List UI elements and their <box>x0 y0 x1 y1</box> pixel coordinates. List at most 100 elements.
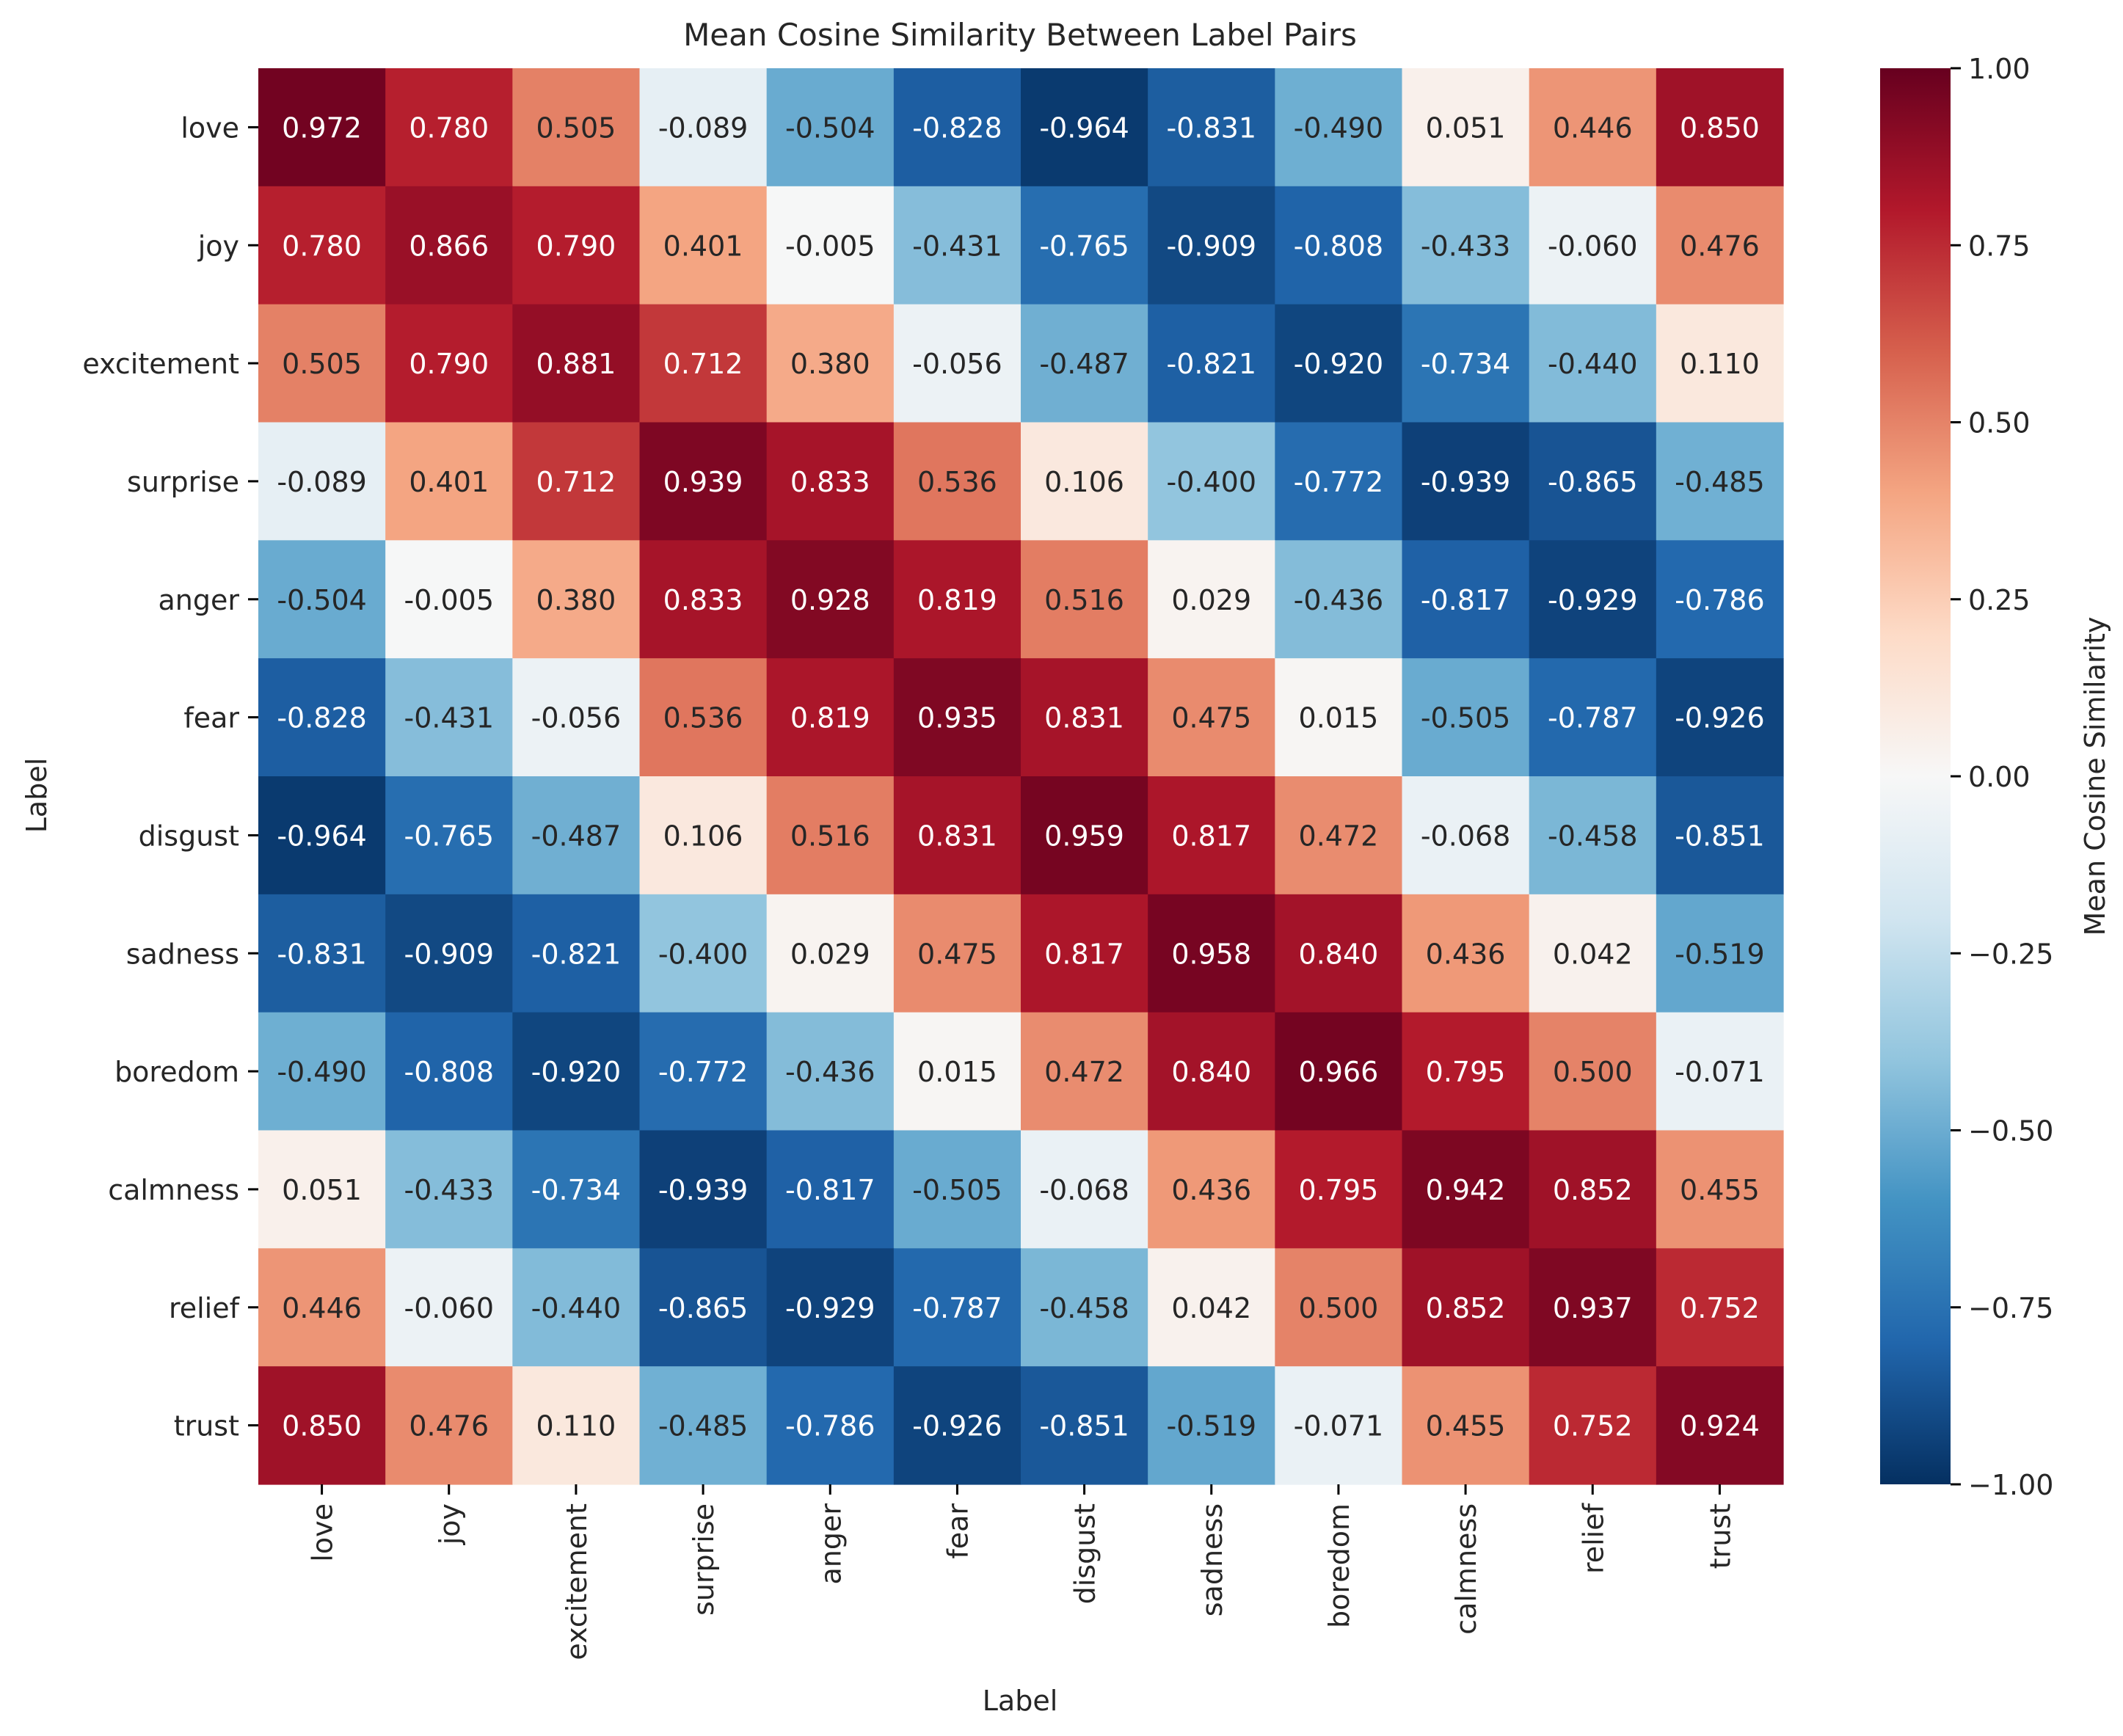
heatmap-cell <box>385 1012 513 1131</box>
cell-value-label: 0.446 <box>1553 112 1633 144</box>
cell-value-label: 0.780 <box>409 112 489 144</box>
cell-value-label: -0.505 <box>912 1174 1002 1206</box>
cell-value-label: 0.015 <box>917 1056 997 1088</box>
cell-value-label: -0.490 <box>277 1056 367 1088</box>
heatmap-cell <box>1529 422 1657 541</box>
heatmap-cell <box>639 658 768 777</box>
y-tick-label: fear <box>183 702 239 734</box>
heatmap-cell <box>512 1248 641 1367</box>
colorbar-label: Mean Cosine Similarity <box>2079 617 2111 936</box>
cell-value-label: -0.519 <box>1675 938 1765 970</box>
cell-value-label: -0.060 <box>1548 230 1638 262</box>
heatmap-cell <box>1275 658 1403 777</box>
cell-value-label: -0.487 <box>1039 348 1129 380</box>
heatmap-cell <box>639 540 768 659</box>
y-tick-label: trust <box>174 1410 239 1443</box>
cell-value-label: 0.401 <box>409 466 489 498</box>
y-tick-label: sadness <box>126 938 239 970</box>
heatmap-cell <box>639 1012 768 1131</box>
cell-value-label: -0.005 <box>404 584 495 616</box>
cell-value-label: -0.787 <box>912 1292 1002 1324</box>
cell-value-label: 0.966 <box>1299 1056 1379 1088</box>
colorbar-tick-label: −0.75 <box>1968 1292 2053 1324</box>
heatmap-cell <box>1275 304 1403 423</box>
cell-value-label: -0.433 <box>404 1174 495 1206</box>
cell-value-label: 0.831 <box>1044 702 1124 734</box>
heatmap-cell <box>1402 776 1530 895</box>
cell-value-label: 0.852 <box>1553 1174 1633 1206</box>
cell-value-label: -0.504 <box>277 584 367 616</box>
cell-value-label: -0.964 <box>1039 112 1129 144</box>
heatmap-cell <box>1021 1012 1148 1131</box>
heatmap-cell <box>1148 186 1275 305</box>
cell-value-label: -0.808 <box>1294 230 1384 262</box>
heatmap-cell <box>1021 1130 1148 1249</box>
heatmap-cell <box>512 894 641 1013</box>
cell-value-label: -0.865 <box>658 1292 749 1324</box>
cell-value-label: -0.909 <box>404 938 495 970</box>
cell-value-label: -0.929 <box>1548 584 1638 616</box>
heatmap-cell <box>639 1248 768 1367</box>
cell-value-label: -0.926 <box>1675 702 1765 734</box>
heatmap-cell <box>1148 894 1275 1013</box>
cell-value-label: -0.734 <box>1421 348 1511 380</box>
y-tick-label: anger <box>159 584 240 616</box>
cell-value-label: 0.795 <box>1426 1056 1506 1088</box>
heatmap-cell <box>1021 304 1148 423</box>
cell-value-label: 0.780 <box>282 230 362 262</box>
cell-value-label: -0.734 <box>531 1174 622 1206</box>
x-tick-label: relief <box>1577 1502 1609 1574</box>
heatmap-cell <box>1148 68 1275 187</box>
colorbar-tick-label: 0.50 <box>1968 407 2031 440</box>
heatmap-cell <box>258 68 386 187</box>
heatmap-cell <box>1656 540 1784 659</box>
cell-value-label: 0.817 <box>1044 938 1124 970</box>
heatmap-cell <box>1529 1012 1657 1131</box>
heatmap-cell <box>1275 1130 1403 1249</box>
heatmap-cell <box>1021 1248 1148 1367</box>
cell-value-label: -0.786 <box>785 1410 875 1443</box>
cell-value-label: -0.909 <box>1167 230 1257 262</box>
cell-value-label: 0.937 <box>1553 1292 1633 1324</box>
heatmap-cell <box>1656 186 1784 305</box>
cell-value-label: 0.819 <box>917 584 997 616</box>
heatmap-cell <box>258 1248 386 1367</box>
heatmap-cell <box>385 304 513 423</box>
heatmap-cell <box>639 68 768 187</box>
x-tick-label: calmness <box>1450 1503 1482 1635</box>
heatmap-cell <box>1656 422 1784 541</box>
cell-value-label: -0.431 <box>912 230 1002 262</box>
x-tick-label: boredom <box>1323 1503 1355 1628</box>
y-tick-label: disgust <box>139 820 239 852</box>
heatmap-cell <box>1148 658 1275 777</box>
cell-value-label: -0.400 <box>658 938 749 970</box>
cell-value-label: -0.071 <box>1294 1410 1384 1443</box>
x-tick-label: joy <box>434 1503 466 1545</box>
heatmap-cell <box>1148 422 1275 541</box>
cell-value-label: 0.042 <box>1171 1292 1251 1324</box>
cell-value-label: 0.516 <box>790 820 870 852</box>
heatmap-cell <box>639 776 768 895</box>
cell-value-label: -0.786 <box>1675 584 1765 616</box>
cell-value-label: -0.939 <box>658 1174 749 1206</box>
cell-value-label: 0.939 <box>663 466 743 498</box>
heatmap-cell <box>893 422 1022 541</box>
heatmap-cell <box>258 186 386 305</box>
cell-value-label: -0.504 <box>785 112 875 144</box>
cell-value-label: 0.852 <box>1426 1292 1506 1324</box>
cell-value-label: 0.475 <box>917 938 997 970</box>
heatmap-cell <box>639 186 768 305</box>
heatmap-cell <box>1021 776 1148 895</box>
heatmap-cell <box>893 186 1022 305</box>
heatmap-cell <box>893 1130 1022 1249</box>
cell-value-label: -0.828 <box>277 702 367 734</box>
cell-value-label: 0.505 <box>536 112 616 144</box>
heatmap-cell <box>1402 1366 1530 1485</box>
cell-value-label: 0.972 <box>282 112 362 144</box>
cell-value-label: -0.056 <box>531 702 622 734</box>
cell-value-label: -0.485 <box>1675 466 1765 498</box>
heatmap-cell <box>1656 658 1784 777</box>
heatmap-cell <box>1402 304 1530 423</box>
cell-value-label: 0.029 <box>1171 584 1251 616</box>
x-tick-label: trust <box>1704 1503 1736 1569</box>
